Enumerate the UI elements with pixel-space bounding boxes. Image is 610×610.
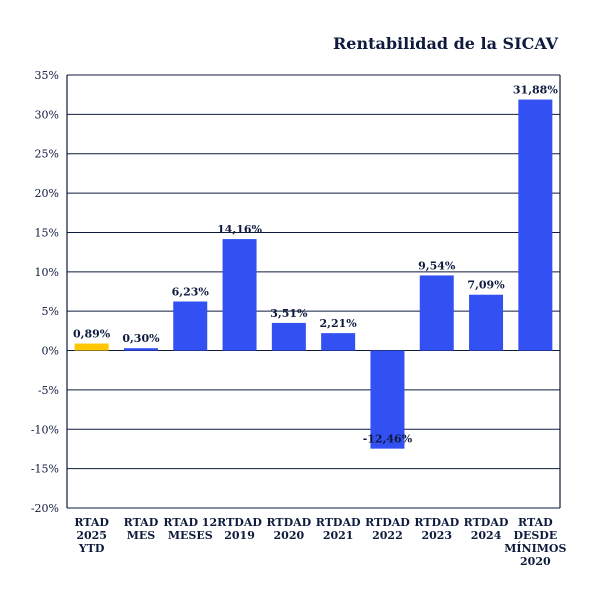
data-label: 31,88% <box>513 84 558 97</box>
category-label: RTAD 2025 YTD <box>74 516 109 555</box>
category-label: RTDAD 2020 <box>266 516 311 542</box>
category-label: RTDAD 2023 <box>414 516 459 542</box>
category-label-line: RTDAD <box>217 516 262 529</box>
data-label: 9,54% <box>418 259 456 272</box>
data-label: 2,21% <box>320 317 358 330</box>
data-label: 0,89% <box>73 328 111 341</box>
category-label-line: RTDAD <box>414 516 459 529</box>
category-label-line: 2025 <box>76 529 107 542</box>
data-label: 14,16% <box>217 223 262 236</box>
category-label-line: DESDE <box>513 529 557 542</box>
y-tick-label: 5% <box>42 305 59 318</box>
y-tick-label: -5% <box>38 384 59 397</box>
data-label: 3,51% <box>270 307 308 320</box>
category-label-line: MES <box>127 529 156 542</box>
y-tick-label: 0% <box>42 345 59 358</box>
category-label-line: 2022 <box>372 529 403 542</box>
category-label: RTAD MES <box>124 516 159 542</box>
bar <box>123 348 158 351</box>
bar <box>173 301 208 351</box>
y-tick-label: 15% <box>35 226 59 239</box>
category-label-line: 2020 <box>520 555 551 568</box>
category-label-line: 2020 <box>274 529 305 542</box>
bar <box>74 343 109 351</box>
category-label-line: RTDAD <box>365 516 410 529</box>
category-label-line: RTAD <box>124 516 159 529</box>
bar <box>518 99 553 351</box>
bar <box>222 239 257 351</box>
bar <box>469 294 504 351</box>
category-label-line: RTDAD <box>316 516 361 529</box>
category-label-line: RTAD 12 <box>163 516 217 529</box>
category-label: RTDAD 2019 <box>217 516 262 542</box>
bar <box>321 333 356 351</box>
category-label: RTAD DESDE MÍNIMOS 2020 <box>504 516 566 568</box>
bar <box>370 350 405 449</box>
y-tick-label: -10% <box>31 423 59 436</box>
category-label: RTDAD 2021 <box>316 516 361 542</box>
bar <box>271 322 306 351</box>
data-label: 7,09% <box>467 279 505 292</box>
bar <box>419 275 454 351</box>
category-label-line: 2024 <box>471 529 502 542</box>
data-label: 6,23% <box>172 285 210 298</box>
y-tick-label: 20% <box>35 187 59 200</box>
category-label-line: RTAD <box>74 516 109 529</box>
category-label: RTAD 12 MESES <box>163 516 217 542</box>
category-label: RTDAD 2024 <box>464 516 509 542</box>
y-tick-label: -20% <box>31 502 59 515</box>
y-tick-label: -15% <box>31 463 59 476</box>
category-label-line: 2019 <box>224 529 255 542</box>
category-label-line: RTDAD <box>266 516 311 529</box>
category-label-line: 2023 <box>421 529 452 542</box>
category-label-line: RTDAD <box>464 516 509 529</box>
y-tick-label: 25% <box>35 148 59 161</box>
category-label: RTDAD 2022 <box>365 516 410 542</box>
category-label-line: MÍNIMOS <box>504 541 566 555</box>
data-label: 0,30% <box>122 332 160 345</box>
category-label-line: YTD <box>78 542 105 555</box>
y-tick-label: 10% <box>35 266 59 279</box>
y-tick-label: 30% <box>35 108 59 121</box>
category-label-line: RTAD <box>518 516 553 529</box>
y-tick-label: 35% <box>35 69 59 82</box>
data-label: -12,46% <box>363 433 413 446</box>
category-label-line: 2021 <box>323 529 354 542</box>
chart-title: Rentabilidad de la SICAV <box>333 34 558 53</box>
category-label-line: MESES <box>168 529 213 542</box>
